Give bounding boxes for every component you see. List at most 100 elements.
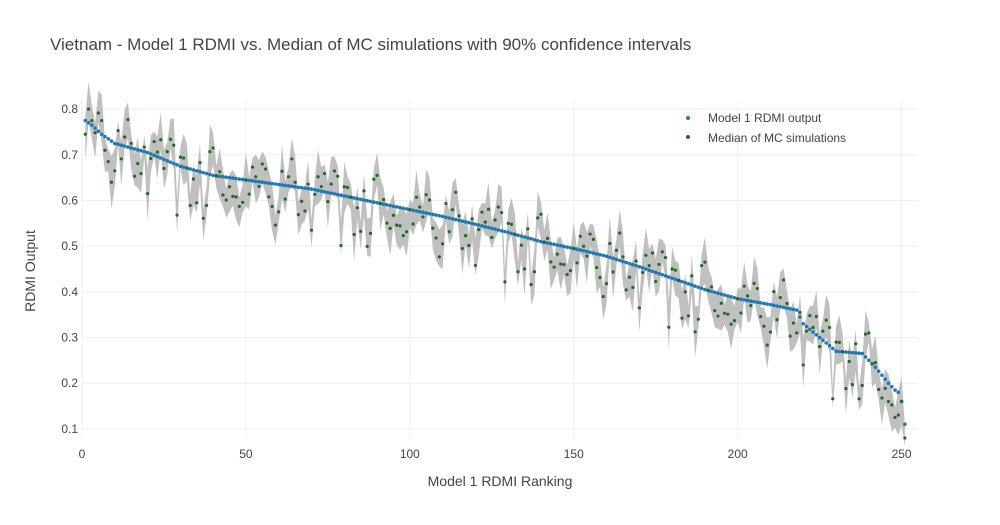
legend-item-median[interactable]: Median of MC simulations <box>686 131 846 145</box>
model-output-point <box>886 381 891 385</box>
median-point <box>159 138 163 142</box>
median-point <box>198 160 202 165</box>
model-output-point <box>611 256 615 261</box>
model-output-point <box>696 285 701 290</box>
median-point <box>388 226 392 230</box>
median-point <box>227 185 232 189</box>
median-point <box>195 201 199 205</box>
model-output-point <box>614 257 619 262</box>
model-output-point <box>650 269 655 274</box>
model-output-point <box>499 229 504 233</box>
median-point <box>788 334 792 338</box>
median-point <box>519 243 523 247</box>
median-point <box>657 262 661 267</box>
model-output-point <box>335 192 340 197</box>
model-output-point <box>155 154 160 159</box>
median-point <box>722 311 727 315</box>
model-output-point <box>539 239 543 244</box>
y-axis-title: RDMI Output <box>22 230 38 312</box>
median-point <box>362 189 366 193</box>
median-point <box>296 213 300 217</box>
median-point <box>585 254 589 258</box>
median-point <box>460 246 464 251</box>
median-point <box>778 295 782 300</box>
model-output-point <box>388 203 392 208</box>
model-output-point <box>106 137 111 141</box>
model-output-point <box>342 194 347 198</box>
model-output-point <box>801 322 806 326</box>
median-point <box>172 143 176 147</box>
median-point <box>359 229 363 233</box>
median-point <box>326 200 330 204</box>
model-output-point <box>250 179 255 183</box>
median-point <box>591 237 596 242</box>
median-point <box>545 236 550 240</box>
median-point <box>427 198 432 202</box>
median-point <box>103 148 107 152</box>
model-output-point <box>893 388 897 392</box>
median-point <box>798 310 802 314</box>
median-point <box>667 325 671 329</box>
model-output-point <box>814 332 819 337</box>
model-output-point <box>621 259 625 264</box>
median-point <box>850 383 855 387</box>
median-point <box>401 234 405 238</box>
median-point <box>854 342 858 346</box>
model-output-point <box>181 165 186 169</box>
model-output-point <box>109 139 114 143</box>
model-output-point <box>96 129 101 134</box>
x-tick-label: 150 <box>564 447 584 461</box>
model-output-point <box>781 305 786 310</box>
median-point <box>372 177 376 181</box>
legend[interactable]: Model 1 RDMI output Median of MC simulat… <box>686 111 846 145</box>
median-point <box>582 244 586 248</box>
median-point <box>703 260 707 264</box>
median-point <box>781 278 786 282</box>
median-point <box>368 231 373 235</box>
legend-item-model-output[interactable]: Model 1 RDMI output <box>686 111 822 125</box>
model-output-point <box>670 276 674 280</box>
model-output-point <box>808 327 812 332</box>
median-point <box>827 325 832 330</box>
model-output-point <box>437 213 442 218</box>
median-point <box>706 288 710 293</box>
median-point <box>441 242 445 246</box>
model-output-point <box>844 350 848 354</box>
model-output-point <box>598 252 602 257</box>
median-point <box>493 218 497 222</box>
model-output-point <box>663 274 668 278</box>
model-output-point <box>217 174 222 179</box>
median-point <box>263 167 268 171</box>
model-output-point <box>211 173 215 178</box>
median-point <box>247 192 251 196</box>
median-point <box>578 234 582 238</box>
median-point <box>391 213 396 217</box>
median-point <box>231 194 235 198</box>
median-point <box>234 195 238 199</box>
median-point <box>93 131 97 135</box>
model-output-point <box>768 302 773 307</box>
model-output-point <box>732 295 737 300</box>
median-point <box>162 166 166 171</box>
model-output-point <box>237 177 242 181</box>
model-output-point <box>627 261 632 266</box>
model-output-point <box>624 260 629 265</box>
model-output-point <box>516 233 520 237</box>
median-point <box>713 308 717 313</box>
median-point <box>109 180 114 184</box>
median-point <box>539 212 543 216</box>
median-point <box>677 278 681 283</box>
y-tick-label: 0.6 <box>61 193 78 207</box>
median-point <box>250 165 255 169</box>
median-point <box>844 387 848 391</box>
median-point <box>319 184 323 189</box>
median-point <box>149 156 153 161</box>
median-point <box>444 201 448 206</box>
median-point <box>654 279 658 284</box>
median-point <box>496 205 500 209</box>
median-point <box>608 241 612 246</box>
chart-title: Vietnam - Model 1 RDMI vs. Median of MC … <box>50 35 691 54</box>
model-output-point <box>411 208 415 213</box>
model-output-point <box>549 241 553 246</box>
median-point <box>719 301 723 305</box>
